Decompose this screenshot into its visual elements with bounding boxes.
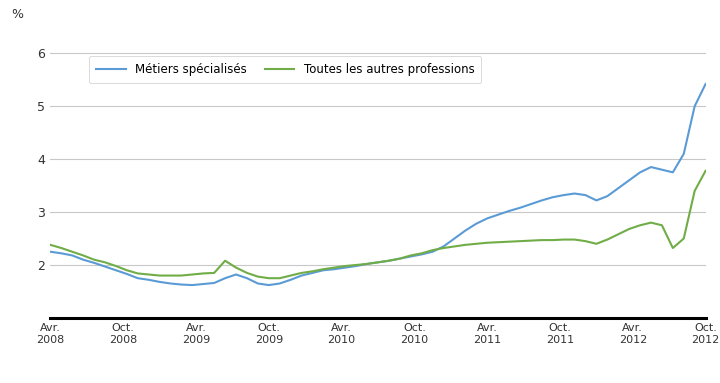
Toutes les autres professions (450, 244, 459, 249)
Métiers spécialisés (450, 236, 459, 241)
Toutes les autres professions (287, 273, 295, 278)
Métiers spécialisés (46, 249, 55, 254)
Métiers spécialisés (625, 178, 634, 183)
Legend: Métiers spécialisés, Toutes les autres professions: Métiers spécialisés, Toutes les autres p… (89, 56, 482, 83)
Métiers spécialisés (210, 281, 219, 285)
Line: Métiers spécialisés: Métiers spécialisés (50, 84, 706, 285)
Toutes les autres professions (199, 271, 207, 276)
Métiers spécialisés (177, 282, 186, 287)
Toutes les autres professions (625, 227, 634, 231)
Toutes les autres professions (264, 276, 273, 280)
Toutes les autres professions (46, 242, 55, 247)
Métiers spécialisés (287, 278, 295, 282)
Toutes les autres professions (701, 169, 710, 173)
Métiers spécialisés (406, 254, 415, 259)
Métiers spécialisés (188, 283, 197, 287)
Line: Toutes les autres professions: Toutes les autres professions (50, 171, 706, 278)
Text: %: % (11, 8, 23, 21)
Toutes les autres professions (177, 273, 186, 278)
Toutes les autres professions (406, 253, 415, 258)
Métiers spécialisés (701, 82, 710, 86)
